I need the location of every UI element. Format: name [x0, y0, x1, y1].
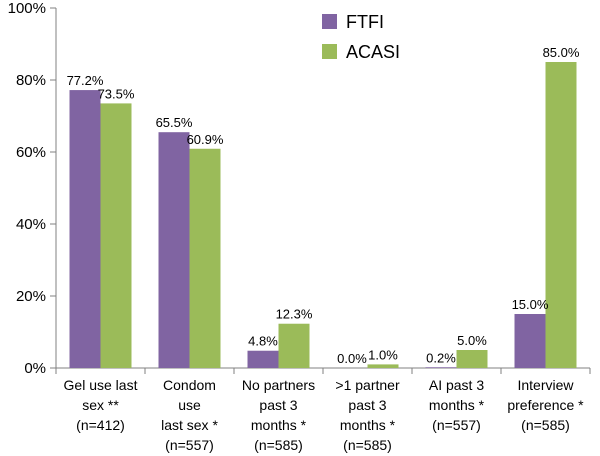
- category-label-line: (n=557): [432, 417, 481, 433]
- data-label-ftfi-3: 0.0%: [337, 351, 367, 366]
- bar-acasi-1: [189, 148, 221, 368]
- chart-labels: 77.2%73.5% Gel use last sex ** (n=412) 65.5%…: [64, 45, 585, 453]
- category-label-1: Condom use last sex * (n=557): [161, 377, 218, 453]
- data-label-acasi-0: 73.5%: [98, 86, 135, 101]
- y-tick-label: 40%: [16, 216, 46, 233]
- bar-ftfi-0: [69, 90, 101, 368]
- bar-acasi-4: [456, 350, 488, 368]
- chart-legend: FTFI ACASI: [322, 12, 400, 62]
- y-tick-label: 0%: [24, 360, 46, 377]
- bar-acasi-3: [367, 364, 399, 368]
- data-label-acasi-1: 60.9%: [187, 132, 224, 147]
- category-label-line: Interview: [517, 377, 574, 393]
- y-tick-label: 60%: [16, 144, 46, 161]
- category-label-0: Gel use last sex ** (n=412): [64, 377, 138, 433]
- data-label-acasi-3: 1.0%: [368, 347, 398, 362]
- chart-axes: 0% 20% 40% 60% 80% 100%: [8, 0, 591, 377]
- category-label-line: months *: [340, 417, 396, 433]
- bar-acasi-2: [278, 323, 310, 368]
- category-label-line: past 3: [259, 397, 297, 413]
- category-label-line: (n=585): [343, 437, 392, 453]
- category-label-line: months *: [251, 417, 307, 433]
- data-label-acasi-2: 12.3%: [276, 307, 313, 322]
- category-label-line: (n=585): [254, 437, 303, 453]
- category-label-line: >1 partner: [335, 377, 400, 393]
- legend-swatch-acasi: [322, 44, 337, 59]
- category-label-line: use: [178, 397, 201, 413]
- category-label-line: Gel use last: [64, 377, 138, 393]
- bar-ftfi-5: [514, 314, 546, 368]
- chart-bars: [69, 62, 577, 369]
- data-label-ftfi-0: 77.2%: [67, 73, 104, 88]
- legend-swatch-ftfi: [322, 14, 337, 29]
- bar-acasi-5: [545, 62, 577, 368]
- bar-ftfi-2: [247, 350, 279, 368]
- category-label-line: last sex *: [161, 417, 218, 433]
- category-label-line: (n=412): [76, 417, 125, 433]
- data-label-acasi-4: 5.0%: [457, 333, 487, 348]
- bar-acasi-0: [100, 103, 132, 369]
- category-label-line: No partners: [242, 377, 315, 393]
- category-label-3: >1 partner past 3 months * (n=585): [335, 377, 400, 453]
- data-label-ftfi-5: 15.0%: [512, 297, 549, 312]
- category-label-2: No partners past 3 months * (n=585): [242, 377, 315, 453]
- category-label-line: preference *: [507, 397, 584, 413]
- category-label-5: Interview preference * (n=585): [507, 377, 584, 433]
- data-label-ftfi-2: 4.8%: [248, 334, 278, 349]
- category-label-line: (n=585): [521, 417, 570, 433]
- category-label-line: months *: [429, 397, 485, 413]
- data-label-acasi-5: 85.0%: [543, 45, 580, 60]
- category-label-line: sex **: [82, 397, 119, 413]
- data-label-ftfi-1: 65.5%: [156, 115, 193, 130]
- category-label-4: AI past 3 months * (n=557): [429, 377, 485, 433]
- bar-ftfi-4: [425, 367, 457, 368]
- y-tick-label: 100%: [8, 0, 46, 17]
- category-label-line: Condom: [163, 377, 216, 393]
- y-tick-label: 80%: [16, 72, 46, 89]
- bar-ftfi-1: [158, 132, 190, 368]
- legend-label-acasi: ACASI: [346, 42, 400, 62]
- category-label-line: past 3: [348, 397, 386, 413]
- y-tick-label: 20%: [16, 288, 46, 305]
- data-label-ftfi-4: 0.2%: [426, 350, 456, 365]
- category-label-line: (n=557): [165, 437, 214, 453]
- legend-label-ftfi: FTFI: [346, 12, 384, 32]
- category-label-line: AI past 3: [429, 377, 484, 393]
